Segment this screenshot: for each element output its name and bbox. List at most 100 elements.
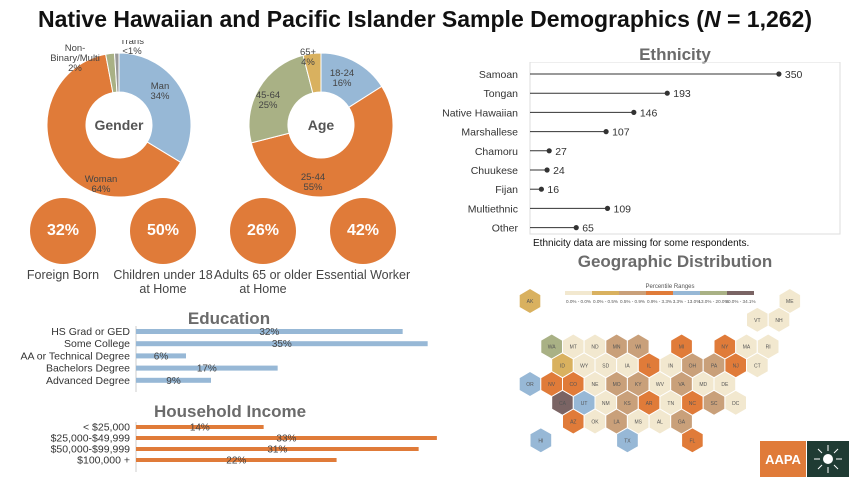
education-bar-2 — [136, 353, 186, 359]
education-bar-1 — [136, 341, 428, 347]
stat-circle-0: 32% — [30, 198, 96, 264]
ethnicity-dot-1 — [664, 90, 670, 96]
education-title: Education — [187, 309, 271, 328]
ethnicity-value-label-7: 109 — [614, 203, 632, 215]
education-category-label-2: AA or Technical Degree — [20, 350, 130, 362]
income-title: Household Income — [153, 402, 307, 421]
education-value-label-2: 6% — [154, 351, 169, 362]
stat-label-2: Adults 65 or older at Home — [214, 268, 312, 296]
hex-state-label-IL: IL — [647, 363, 651, 369]
hex-state-label-AZ: AZ — [570, 420, 576, 426]
hex-state-CT — [746, 352, 769, 379]
hex-state-label-WV: WV — [656, 382, 665, 388]
hex-state-label-NM: NM — [602, 401, 610, 407]
ethnicity-value-label-1: 193 — [673, 88, 691, 100]
geo-legend-swatch-6 — [727, 291, 754, 295]
ethnicity-dot-7 — [604, 205, 611, 211]
age-slice-label-2: 45-64 25% — [256, 90, 280, 111]
ethnicity-value-label-8: 65 — [582, 223, 594, 235]
geo-legend-label-2: 0.5% - 0.9% — [620, 299, 645, 304]
gender-slice-0 — [118, 52, 192, 163]
hex-state-label-TX: TX — [624, 438, 631, 444]
hex-state-label-MA: MA — [743, 345, 751, 351]
ethnicity-category-label-7: Multiethnic — [468, 203, 518, 215]
age-slice-1 — [250, 85, 394, 198]
age-slice-3 — [302, 52, 322, 94]
age-slice-label-3: 65+ 4% — [300, 47, 317, 68]
hex-state-label-SD: SD — [602, 363, 609, 369]
ethnicity-value-label-6: 16 — [547, 184, 559, 196]
hex-state-label-KS: KS — [624, 401, 631, 407]
gender-slice-label-0: Man 34% — [150, 81, 170, 102]
hex-state-label-IA: IA — [625, 363, 630, 369]
hex-state-TX — [616, 427, 639, 454]
hex-state-label-NH: NH — [775, 318, 783, 324]
gender-slice-3 — [113, 52, 120, 93]
ethnicity-lollipop-chart: Samoan 350 Tongan 193 Native Hawaiian 146 Mars… — [442, 62, 841, 235]
ethnicity-dot-6 — [538, 186, 544, 192]
hex-state-label-WI: WI — [635, 345, 641, 351]
hex-state-label-VA: VA — [678, 382, 685, 388]
hex-state-label-MN: MN — [613, 345, 621, 351]
ethnicity-category-label-1: Tongan — [484, 88, 519, 100]
age-donut-chart: Age 18-24 16% 25-44 55% 45-64 25% 65+ 4% — [248, 47, 394, 198]
income-value-label-2: 31% — [267, 445, 287, 456]
geo-legend: 0.0% - 0.0% 0.0% - 0.5% 0.5% - 0.9% 0.9% - … — [565, 291, 756, 304]
geo-legend-label-0: 0.0% - 0.0% — [566, 299, 591, 304]
gender-slice-1 — [46, 53, 182, 198]
hex-state-label-OH: OH — [689, 363, 697, 369]
stat-label-1: Children under 18 at Home — [113, 268, 213, 296]
income-value-label-1: 33% — [276, 434, 296, 445]
geo-legend-label-5: 13.0% - 20.0% — [698, 299, 728, 304]
stat-label-0: Foreign Born — [26, 268, 100, 282]
income-bar-1 — [136, 436, 437, 440]
ethnicity-dot-5 — [544, 167, 550, 173]
hex-state-label-DE: DE — [721, 382, 729, 388]
hex-state-label-CA: CA — [559, 401, 567, 407]
income-category-label-1: $25,000-$49,999 — [51, 433, 131, 445]
age-slice-label-0: 18-24 16% — [330, 68, 354, 89]
hex-state-label-ID: ID — [560, 363, 565, 369]
ethnicity-value-label-0: 350 — [785, 69, 803, 81]
hex-state-HI — [529, 427, 553, 454]
ethnicity-dot-0 — [776, 71, 782, 77]
income-bar-chart: < $25,000 14% $25,000-$49,999 33% $50,000-$9… — [51, 422, 437, 472]
income-bar-2 — [136, 447, 419, 451]
hex-state-label-ME: ME — [786, 299, 794, 305]
ethnicity-category-label-5: Chuukese — [471, 165, 518, 177]
hex-state-NH — [767, 306, 791, 333]
income-category-label-3: $100,000 + — [77, 455, 130, 467]
income-category-label-2: $50,000-$99,999 — [51, 444, 131, 456]
education-category-label-1: Some College — [64, 338, 130, 350]
gender-slice-label-2: Non-Binary/Multi 2% — [50, 43, 100, 74]
gender-slice-label-1: Woman 64% — [85, 174, 118, 195]
hex-state-label-SC: SC — [711, 401, 718, 407]
ethnicity-value-label-5: 24 — [553, 165, 565, 177]
ethnicity-dot-4 — [546, 148, 552, 154]
education-bar-4 — [136, 377, 211, 383]
ethnicity-dot-2 — [631, 109, 637, 115]
ethnicity-title: Ethnicity — [639, 45, 711, 64]
age-center-label: Age — [308, 117, 335, 133]
hex-state-label-OR: OR — [526, 382, 534, 388]
hex-state-label-WA: WA — [548, 345, 557, 351]
age-slice-label-1: 25-44 55% — [301, 172, 325, 193]
hex-state-label-VT: VT — [754, 318, 760, 324]
sunburst-logo — [807, 441, 849, 477]
hex-state-label-MT: MT — [570, 345, 577, 351]
ethnicity-category-label-4: Chamoru — [475, 146, 518, 158]
hex-state-label-MI: MI — [679, 345, 685, 351]
hex-state-label-NY: NY — [721, 345, 729, 351]
hex-state-label-DC: DC — [732, 401, 740, 407]
geo-legend-swatch-5 — [700, 291, 727, 295]
geo-title: Geographic Distribution — [577, 252, 773, 271]
geo-legend-swatch-0 — [565, 291, 592, 295]
gender-slice-label-3: Trans <1% — [120, 40, 144, 57]
education-bar-3 — [136, 365, 278, 371]
hex-state-label-NC: NC — [689, 401, 697, 407]
hex-state-label-NJ: NJ — [733, 363, 740, 369]
hex-state-label-UT: UT — [581, 401, 588, 407]
hex-state-label-OK: OK — [591, 420, 599, 426]
ethnicity-category-label-8: Other — [492, 223, 519, 235]
hex-state-label-WY: WY — [580, 363, 589, 369]
